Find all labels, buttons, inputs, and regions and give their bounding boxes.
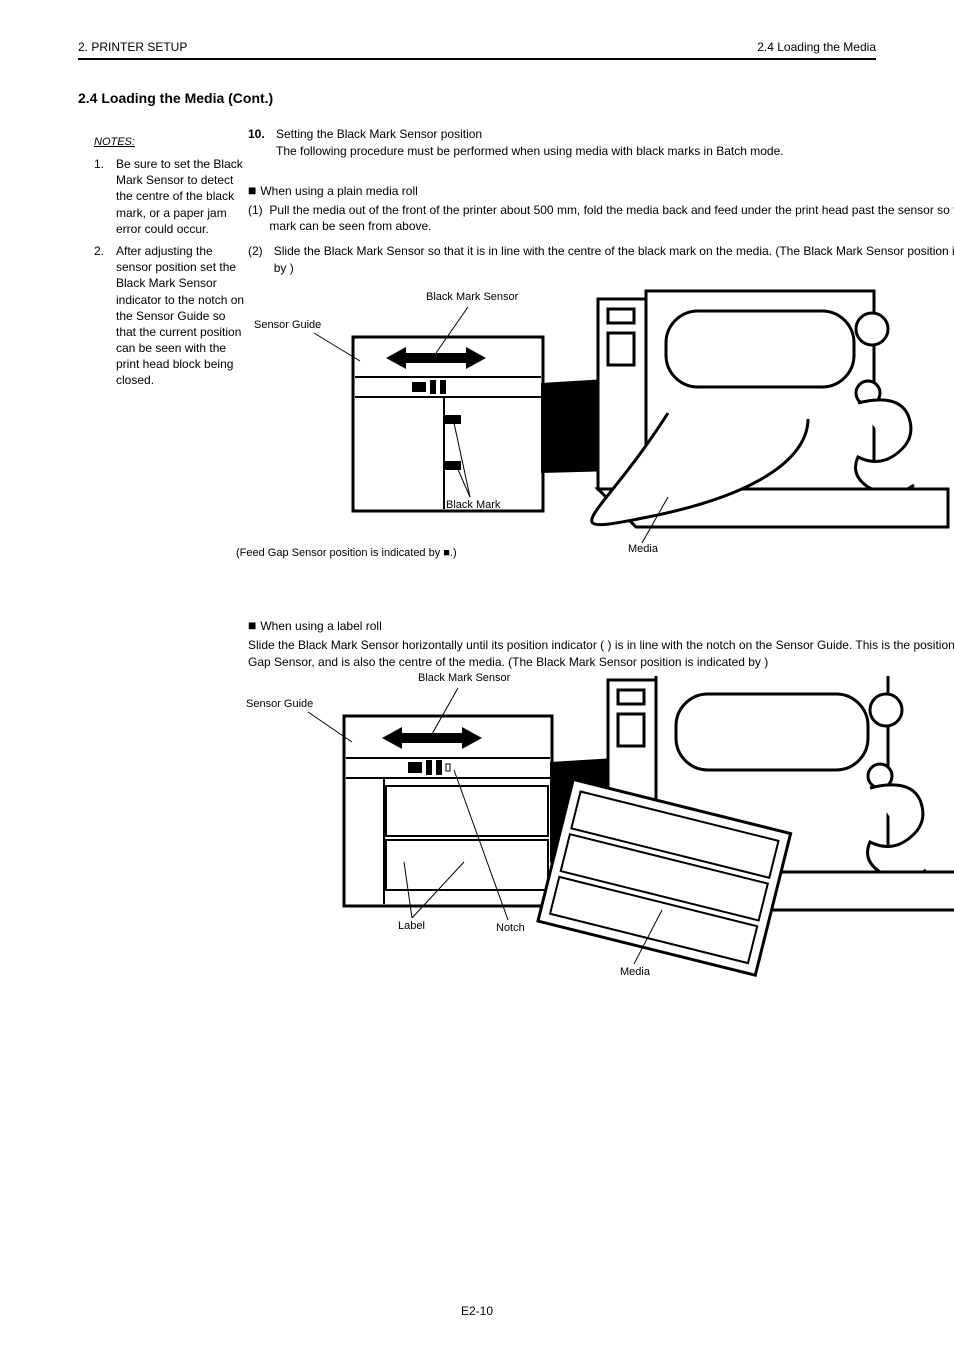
substep-num: (2): [248, 243, 274, 277]
page-header: 2. PRINTER SETUP 2.4 Loading the Media: [78, 40, 876, 54]
header-rule: [78, 58, 876, 60]
page-number: E2-10: [0, 1304, 954, 1318]
substep-num: (1): [248, 202, 269, 236]
note-num: 2.: [94, 243, 116, 389]
substep: (1) Pull the media out of the front of t…: [248, 202, 954, 236]
section-title: 2.4 Loading the Media (Cont.): [78, 90, 876, 106]
notes-block: NOTES: 1. Be sure to set the Black Mark …: [94, 136, 248, 389]
substep-text: Slide the Black Mark Sensor horizontally…: [248, 637, 954, 671]
figure-plain-media: Sensor Guide Black Mark Sensor Black Mar…: [248, 283, 954, 583]
printer-diagram-icon: [248, 283, 954, 583]
step-text: Setting the Black Mark Sensor position: [276, 126, 784, 143]
note-text: After adjusting the sensor position set …: [116, 243, 248, 389]
substep-text: Pull the media out of the front of the p…: [269, 202, 954, 236]
subsection-caption: ■ When using a plain media roll: [248, 182, 954, 198]
callout-media: Media: [628, 543, 658, 556]
note-item: 1. Be sure to set the Black Mark Sensor …: [94, 156, 248, 237]
header-right: 2.4 Loading the Media: [757, 40, 876, 54]
header-left: 2. PRINTER SETUP: [78, 40, 187, 54]
note-num: 1.: [94, 156, 116, 237]
callout-black-mark: Black Mark: [446, 499, 500, 512]
callout-black-mark-sensor: Black Mark Sensor: [418, 672, 510, 685]
step-text: The following procedure must be performe…: [276, 143, 784, 160]
callout-black-mark-sensor: Black Mark Sensor: [426, 291, 518, 304]
substep: (2) Slide the Black Mark Sensor so that …: [248, 243, 954, 277]
figure-label-media: Sensor Guide Black Mark Sensor Label Not…: [248, 676, 954, 996]
printer-diagram-icon: [248, 676, 954, 996]
substep-text: Slide the Black Mark Sensor so that it i…: [274, 243, 954, 277]
callout-notch: Notch: [496, 922, 525, 935]
callout-label: Label: [398, 920, 425, 933]
note-item: 2. After adjusting the sensor position s…: [94, 243, 248, 389]
note-text: Be sure to set the Black Mark Sensor to …: [116, 156, 248, 237]
notes-label: NOTES:: [94, 136, 248, 148]
callout-sensor-guide: Sensor Guide: [246, 698, 313, 711]
callout-media: Media: [620, 966, 650, 979]
step-number: 10.: [248, 126, 276, 160]
callout-feed-gap-note: (Feed Gap Sensor position is indicated b…: [236, 547, 530, 560]
numbered-step: 10. Setting the Black Mark Sensor positi…: [248, 126, 954, 160]
callout-sensor-guide: Sensor Guide: [254, 319, 321, 332]
subsection-caption: ■ When using a label roll: [248, 617, 954, 633]
